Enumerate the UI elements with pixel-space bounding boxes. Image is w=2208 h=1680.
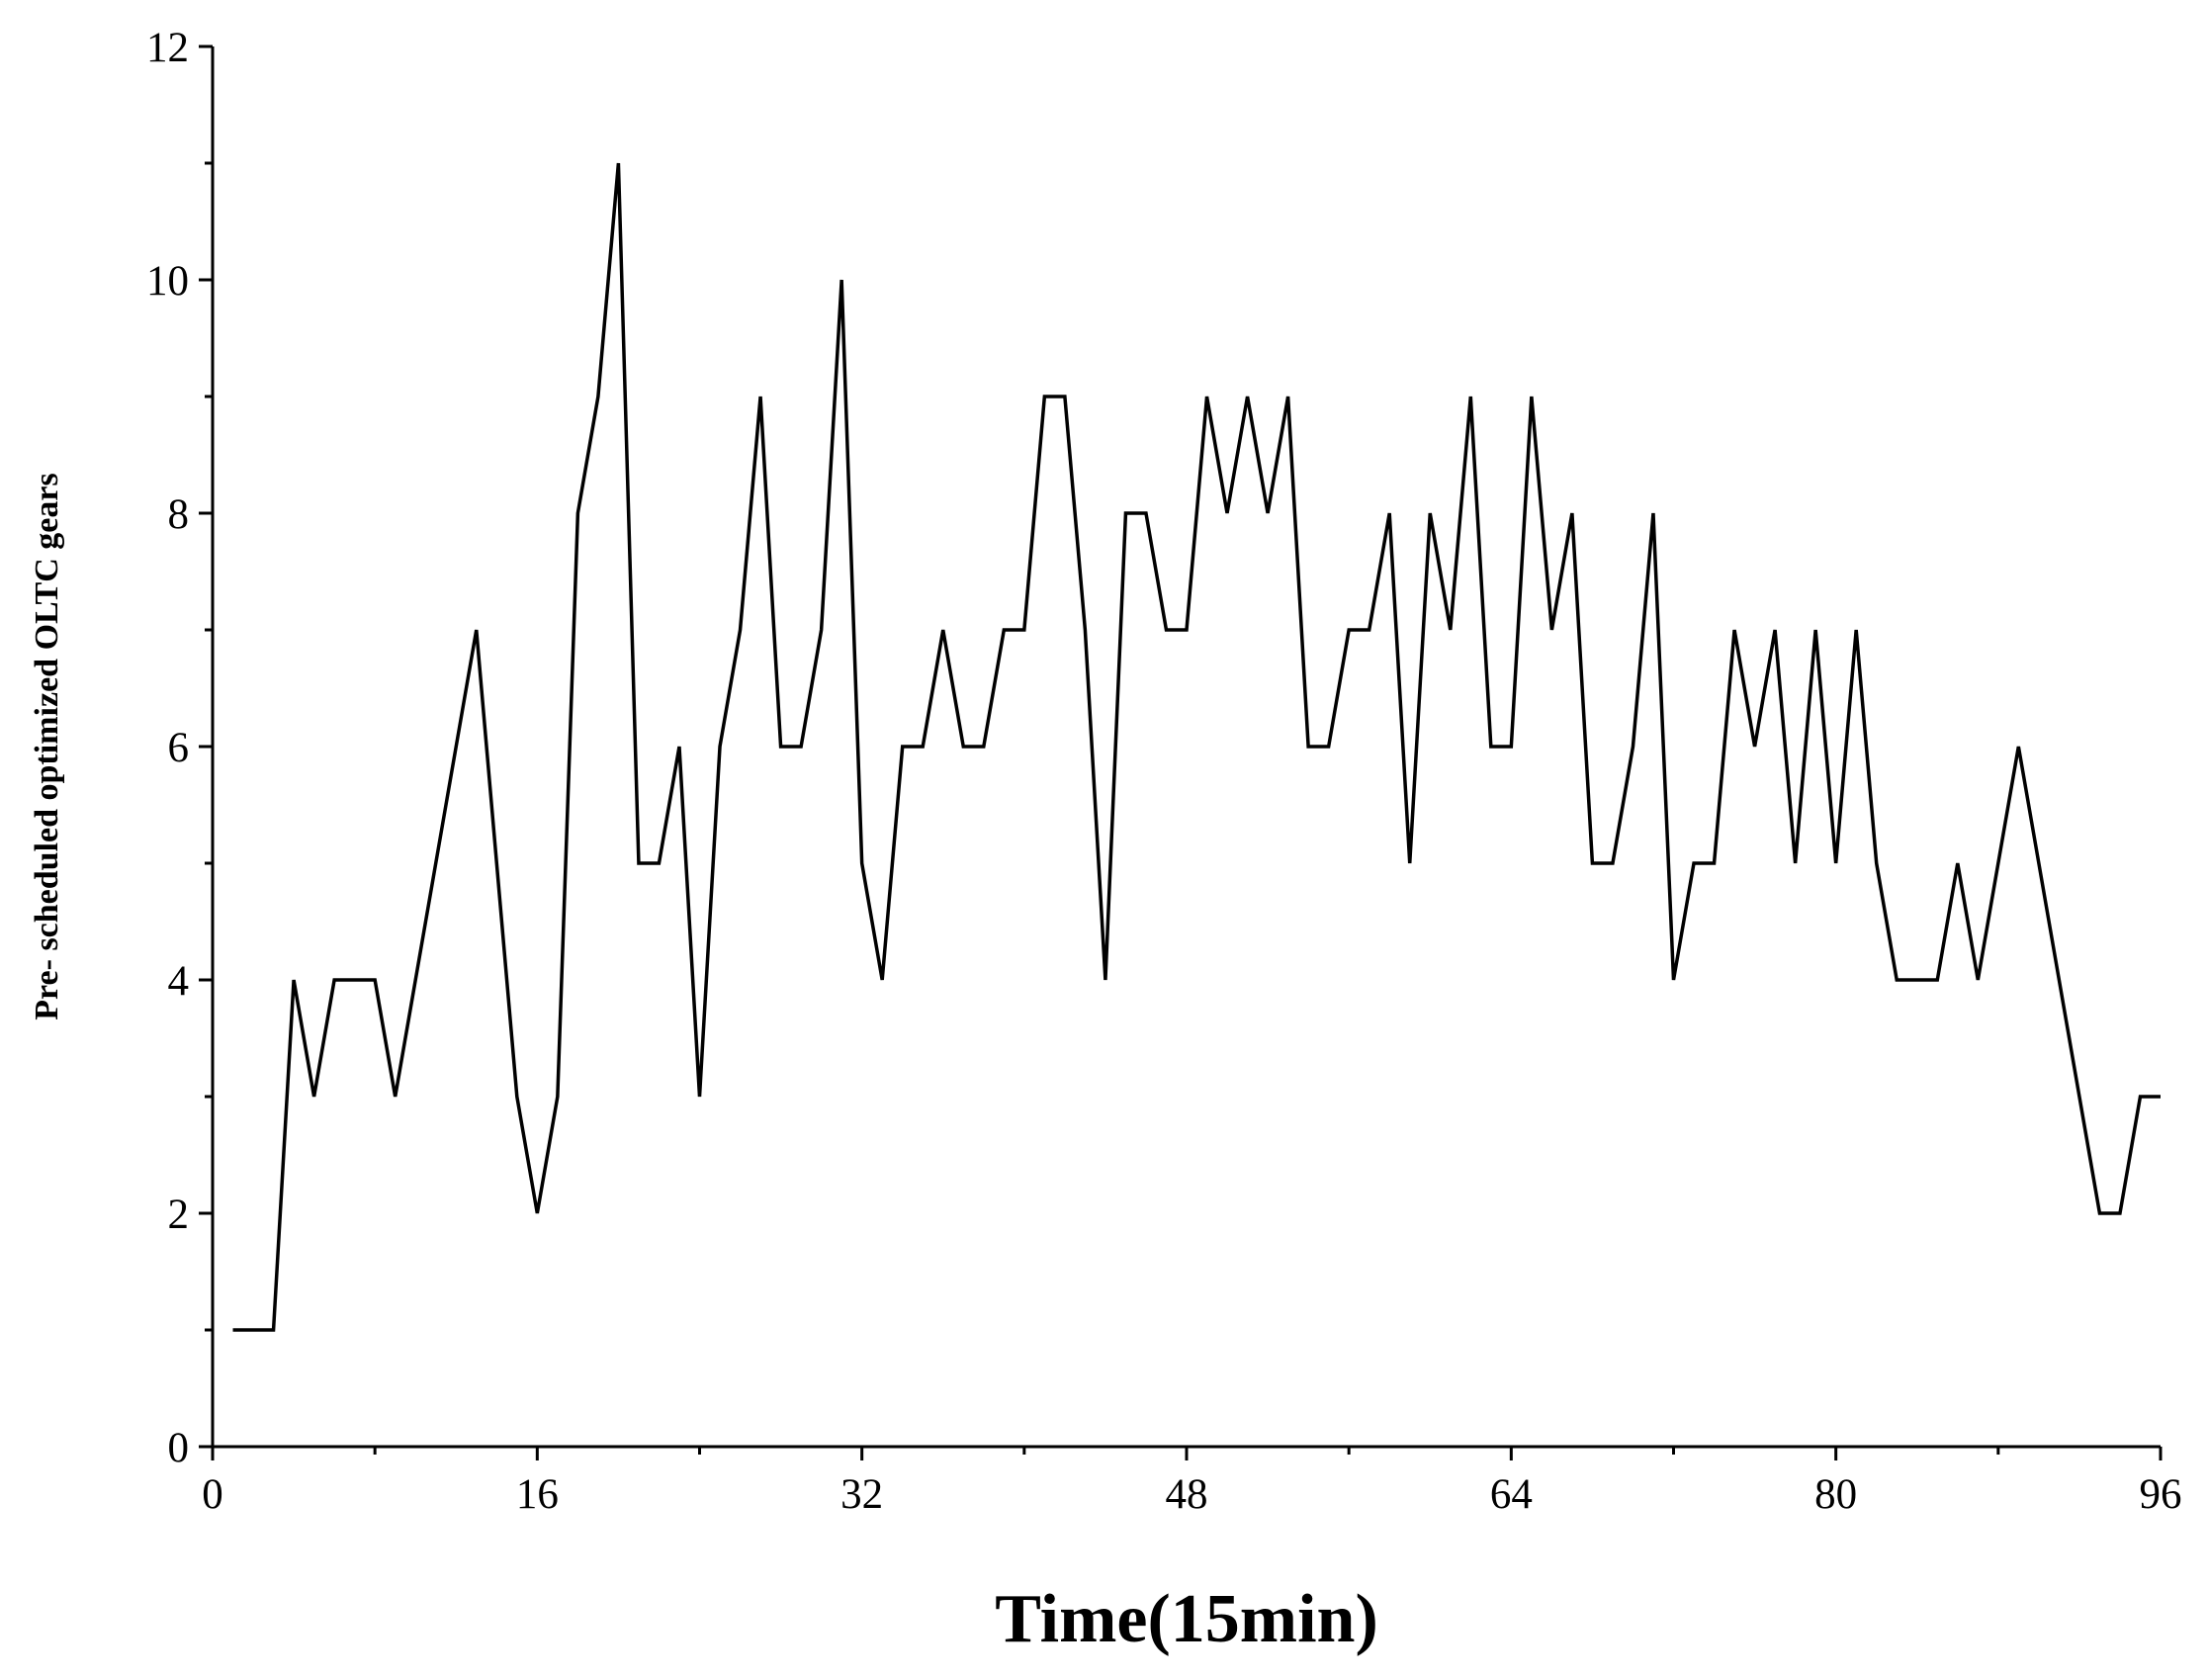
x-tick-label: 32 bbox=[840, 1471, 883, 1518]
x-axis-label: Time(15min) bbox=[995, 1581, 1378, 1657]
y-tick-label: 10 bbox=[146, 258, 189, 305]
y-tick-label: 0 bbox=[168, 1425, 190, 1471]
y-tick-label: 4 bbox=[168, 958, 190, 1005]
x-tick-label: 96 bbox=[2140, 1471, 2182, 1518]
y-tick-label: 12 bbox=[146, 25, 189, 71]
y-tick-label: 8 bbox=[168, 491, 190, 538]
x-tick-label: 16 bbox=[516, 1471, 559, 1518]
x-tick-label: 80 bbox=[1814, 1471, 1857, 1518]
y-tick-label: 6 bbox=[168, 725, 190, 771]
y-tick-label: 2 bbox=[168, 1192, 190, 1238]
x-tick-label: 64 bbox=[1490, 1471, 1533, 1518]
x-tick-label: 0 bbox=[202, 1471, 223, 1518]
data-line bbox=[232, 162, 2161, 1332]
x-tick-label: 48 bbox=[1166, 1471, 1208, 1518]
y-axis-label: Pre- scheduled optimized OLTC gears bbox=[29, 473, 65, 1019]
